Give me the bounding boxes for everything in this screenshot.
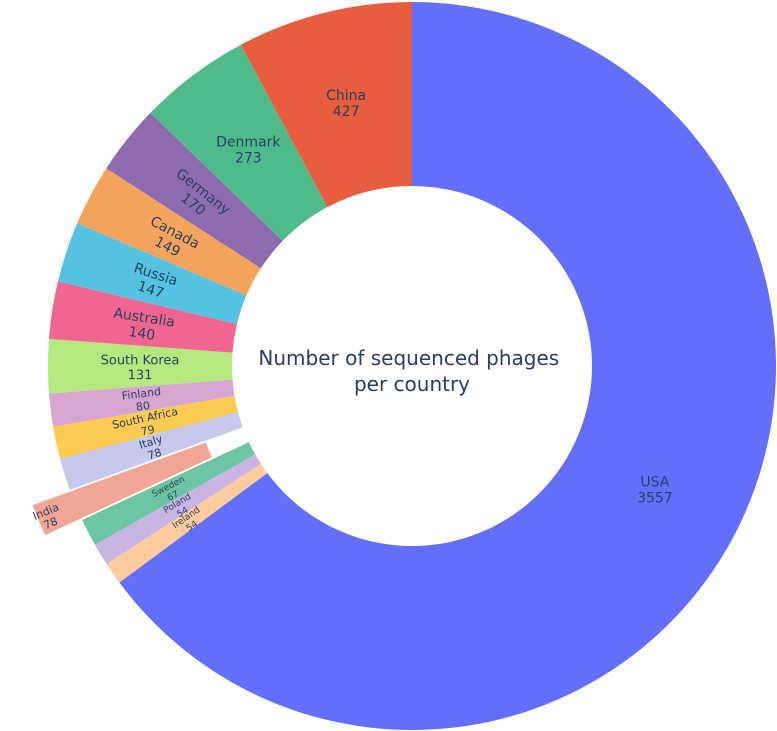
slice-ireland[interactable]: [106, 463, 268, 583]
center-title: Number of sequenced phages per country: [258, 346, 565, 396]
slice-germany[interactable]: [106, 112, 283, 269]
slice-value-south-korea: 131: [128, 368, 153, 383]
slice-poland[interactable]: [94, 454, 261, 565]
slice-south-africa[interactable]: [53, 395, 238, 459]
slice-value-denmark: 273: [235, 151, 262, 167]
slice-sweden[interactable]: [82, 442, 256, 545]
slice-india[interactable]: [32, 442, 212, 536]
slice-name-usa: USA: [640, 474, 669, 490]
slices-group: [32, 2, 776, 731]
slice-usa[interactable]: [119, 2, 776, 731]
slice-denmark[interactable]: [150, 44, 328, 241]
slice-russia[interactable]: [57, 223, 247, 325]
slice-value-australia: 140: [127, 324, 156, 344]
slice-name-china: China: [326, 88, 366, 104]
slice-name-south-korea: South Korea: [101, 353, 180, 368]
slice-value-china: 427: [333, 104, 360, 120]
slice-china[interactable]: [240, 2, 412, 208]
slice-name-finland: Finland: [121, 385, 162, 403]
slice-south-korea[interactable]: [47, 338, 233, 394]
slice-value-russia: 147: [135, 278, 165, 302]
slice-value-usa: 3557: [637, 490, 673, 506]
slice-value-india: 78: [42, 515, 60, 532]
slice-name-denmark: Denmark: [216, 135, 281, 151]
slice-value-south-africa: 79: [139, 423, 155, 439]
slice-label-finland: Finland80: [121, 385, 163, 415]
slice-label-denmark: Denmark 273: [216, 135, 281, 167]
slice-italy[interactable]: [60, 411, 243, 490]
slice-label-italy: Italy78: [137, 432, 168, 464]
slice-label-russia: Russia147: [127, 260, 180, 305]
slice-value-finland: 80: [135, 399, 150, 414]
slice-label-china: China 427: [326, 88, 366, 120]
slice-canada[interactable]: [77, 168, 261, 296]
slice-value-sweden: 67: [166, 490, 181, 504]
slice-australia[interactable]: [49, 281, 237, 353]
slice-value-italy: 78: [146, 446, 163, 463]
slice-finland[interactable]: [49, 379, 235, 427]
slice-label-usa: USA 3557: [637, 474, 673, 506]
slice-label-south-korea: South Korea 131: [101, 353, 180, 383]
